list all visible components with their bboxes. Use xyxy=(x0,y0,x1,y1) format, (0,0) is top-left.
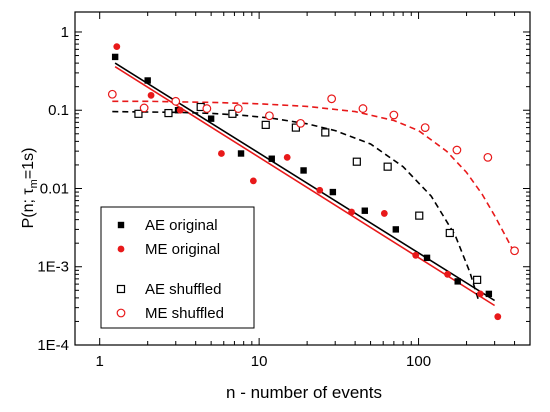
data-point xyxy=(233,104,243,113)
data-point xyxy=(300,167,307,174)
data-point xyxy=(176,106,184,114)
data-point xyxy=(494,313,502,321)
data-point xyxy=(144,77,151,84)
plot-area xyxy=(107,43,519,321)
data-point xyxy=(296,118,305,128)
x-tick-label: 10 xyxy=(251,353,268,370)
data-point xyxy=(218,150,225,157)
x-axis-label: n - number of events xyxy=(226,383,382,402)
data-point xyxy=(139,103,149,113)
legend-marker xyxy=(116,308,126,318)
x-tick-label: 1 xyxy=(96,353,104,370)
data-point xyxy=(412,251,420,259)
y-tick-label: 0.1 xyxy=(48,102,69,119)
data-point xyxy=(107,89,117,99)
data-point xyxy=(454,278,461,285)
data-point xyxy=(265,111,274,121)
data-point xyxy=(361,207,368,214)
fit-line xyxy=(112,100,516,254)
y-axis-label-subscript: m xyxy=(28,179,40,188)
y-tick-label: 0.01 xyxy=(40,180,69,197)
fit-line xyxy=(114,66,496,307)
data-point xyxy=(352,157,361,166)
data-point xyxy=(321,128,330,137)
data-point xyxy=(291,123,300,132)
legend-label: ME original xyxy=(145,241,220,258)
x-tick-label: 100 xyxy=(406,353,431,370)
data-point xyxy=(483,152,493,162)
y-axis-label-suffix: =1s) xyxy=(20,148,37,180)
legend-box xyxy=(100,206,255,329)
data-point xyxy=(329,188,337,196)
data-point xyxy=(445,228,454,238)
data-point xyxy=(283,153,291,161)
y-axis-label: P(n; τm=1s) xyxy=(20,148,40,229)
y-axis-label-prefix: P(n; τ xyxy=(20,188,37,229)
data-point xyxy=(147,91,155,99)
data-point xyxy=(452,145,462,155)
legend-label: ME shuffled xyxy=(145,305,224,322)
data-point xyxy=(164,108,173,118)
data-point xyxy=(389,110,399,120)
data-point xyxy=(134,109,143,118)
data-point xyxy=(207,115,215,122)
data-point xyxy=(420,123,430,132)
y-tick-label: 1 xyxy=(61,24,69,41)
data-point xyxy=(348,208,355,216)
plot-frame xyxy=(74,11,531,346)
data-point xyxy=(415,211,424,220)
data-point xyxy=(392,226,400,233)
data-point xyxy=(261,120,270,129)
data-point xyxy=(237,150,245,157)
data-point xyxy=(473,275,482,284)
data-point xyxy=(383,162,392,171)
data-point xyxy=(202,104,212,113)
legend-marker xyxy=(117,245,125,253)
data-point xyxy=(228,109,237,118)
legend-label: AE original xyxy=(145,217,218,234)
y-tick-label: 1E-3 xyxy=(37,259,69,276)
legend-marker xyxy=(117,221,125,229)
y-tick-label: 1E-4 xyxy=(37,337,69,354)
data-point xyxy=(358,104,368,113)
data-point xyxy=(327,94,337,104)
data-point xyxy=(444,270,451,278)
data-point xyxy=(171,96,181,106)
data-point xyxy=(380,210,388,217)
data-point xyxy=(316,186,324,194)
data-point xyxy=(476,290,484,298)
data-point xyxy=(111,53,119,61)
legend-label: AE shuffled xyxy=(145,281,221,298)
data-point xyxy=(510,246,519,256)
legend-marker xyxy=(116,284,126,294)
axes: 1 10 100 1 0.1 0.01 1E-3 1E-4 xyxy=(37,11,531,370)
legend: AE original ME original AE shuffled ME shuf… xyxy=(100,206,255,329)
data-point xyxy=(249,177,257,185)
data-point xyxy=(113,43,121,51)
data-point xyxy=(485,290,493,298)
data-point xyxy=(423,254,431,262)
data-point xyxy=(268,155,275,162)
